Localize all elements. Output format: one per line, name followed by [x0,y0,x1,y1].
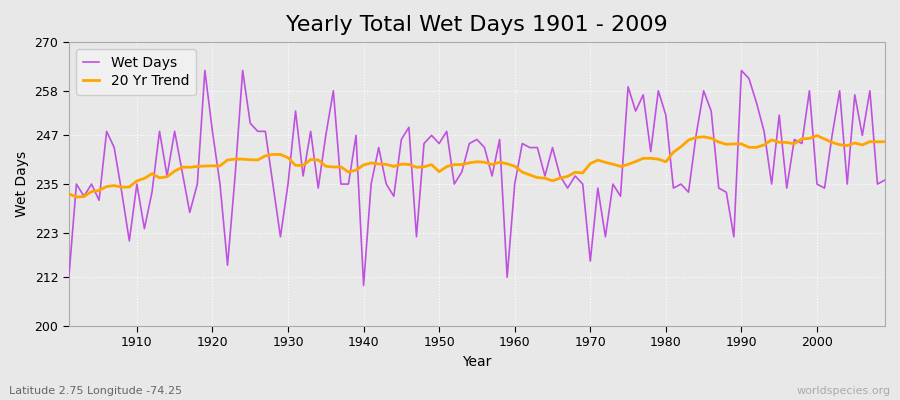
Text: Latitude 2.75 Longitude -74.25: Latitude 2.75 Longitude -74.25 [9,386,182,396]
20 Yr Trend [343,170,354,174]
20 Yr Trend [509,164,520,169]
Title: Yearly Total Wet Days 1901 - 2009: Yearly Total Wet Days 1901 - 2009 [286,15,668,35]
Wet Days [343,182,354,186]
Legend: Wet Days, 20 Yr Trend: Wet Days, 20 Yr Trend [76,49,196,95]
Wet Days [517,141,527,146]
20 Yr Trend [298,163,309,168]
20 Yr Trend [812,133,823,138]
Text: worldspecies.org: worldspecies.org [796,386,891,396]
Y-axis label: Wet Days: Wet Days [15,151,29,217]
20 Yr Trend [131,178,142,183]
Wet Days [200,68,211,73]
20 Yr Trend [879,139,890,144]
X-axis label: Year: Year [463,355,491,369]
Wet Days [525,145,535,150]
20 Yr Trend [517,170,527,174]
20 Yr Trend [63,192,74,196]
Wet Days [615,194,626,199]
Line: 20 Yr Trend: 20 Yr Trend [68,136,885,197]
Wet Days [63,275,74,280]
Wet Days [298,174,309,178]
Line: Wet Days: Wet Days [68,70,885,286]
20 Yr Trend [71,194,82,199]
Wet Days [879,178,890,182]
Wet Days [358,283,369,288]
Wet Days [124,238,135,243]
20 Yr Trend [608,162,618,166]
